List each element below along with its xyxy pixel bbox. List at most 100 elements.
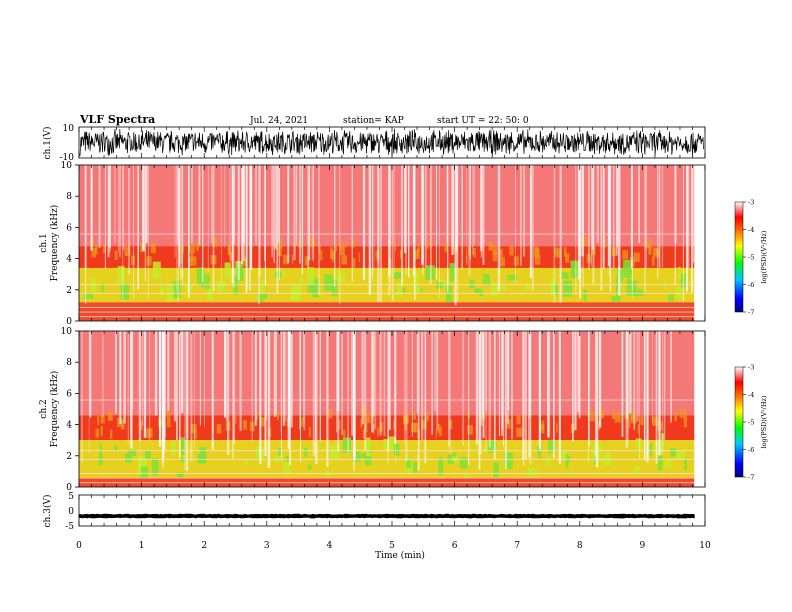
spectrogram-sferic-streak	[271, 165, 273, 258]
spectrogram-orange-blotch	[345, 238, 347, 248]
spectrogram-green-patch	[634, 465, 640, 473]
spectrogram-sferic-streak	[404, 331, 405, 443]
time-tick-label: 9	[640, 541, 646, 551]
spectrogram-green-patch	[413, 461, 418, 473]
spectrogram-sferic-streak	[273, 331, 277, 418]
spectrogram-sferic-streak	[114, 165, 116, 244]
spectrogram-sferic-streak	[603, 165, 605, 269]
spectrogram-sferic-streak	[264, 165, 266, 261]
spectrogram-sferic-streak	[630, 165, 633, 269]
spectrogram-orange-blotch	[124, 245, 126, 256]
ch1-colorbar-gradient	[734, 201, 744, 313]
spectrogram-sferic-streak	[81, 331, 83, 463]
spectrogram-orange-blotch	[94, 245, 98, 255]
spectrogram-green-patch	[151, 458, 159, 476]
ch2-colorbar-label: log(PSD)(V²/Hz)	[760, 395, 768, 448]
spectrogram-sferic-streak	[176, 165, 179, 244]
spectrogram-orange-blotch	[166, 417, 171, 428]
spectrogram-sferic-streak	[174, 331, 176, 422]
spectrogram-sferic-streak	[372, 331, 375, 417]
spectrogram-green-patch	[548, 439, 556, 453]
spectrogram-orange-blotch	[379, 422, 383, 432]
spectrogram-green-patch	[125, 453, 132, 463]
spectrogram-sferic-streak	[522, 331, 524, 460]
spectrogram-orange-blotch	[403, 414, 408, 425]
spectrogram-green-patch	[676, 286, 683, 299]
spectrogram-sferic-streak	[416, 331, 418, 413]
spectrogram-orange-blotch	[146, 256, 152, 266]
spectrogram-sferic-streak	[616, 165, 619, 247]
spectrogram-sferic-streak	[204, 331, 205, 427]
spectrogram-green-patch	[128, 449, 137, 456]
spectrogram-orange-blotch	[338, 420, 341, 430]
spectrogram-sferic-streak	[468, 165, 471, 276]
spectrogram-orange-blotch	[565, 253, 570, 263]
spectrogram-sferic-streak	[285, 331, 287, 422]
spectrogram-green-patch	[402, 287, 406, 294]
spectrogram-green-patch	[83, 293, 94, 299]
spectrogram-sferic-streak	[138, 331, 142, 441]
time-tick-label: 2	[201, 541, 207, 551]
spectrogram-sferic-streak	[123, 331, 126, 424]
spectrogram-green-patch	[627, 269, 631, 286]
spectrogram-orange-blotch	[467, 425, 473, 435]
spectrogram-sferic-streak	[633, 331, 636, 430]
spectrogram-sferic-streak	[127, 331, 129, 445]
spectrogram-orange-blotch	[648, 245, 652, 255]
spectrogram-green-patch	[236, 262, 244, 281]
spectrogram-sferic-streak	[232, 165, 235, 288]
spectrogram-orange-blotch	[213, 237, 218, 247]
spectrogram-empty-tail	[694, 331, 705, 487]
spectrogram-green-patch	[546, 456, 551, 467]
spectrogram-orange-blotch	[100, 426, 103, 436]
spectrogram-orange-blotch	[216, 424, 222, 434]
spectrogram-orange-blotch	[637, 424, 640, 434]
spectrogram-orange-blotch	[679, 408, 683, 418]
spectrogram-sferic-streak	[475, 331, 479, 445]
spectrogram-green-patch	[258, 293, 264, 303]
spectrogram-orange-blotch	[279, 238, 283, 249]
spectrogram-sferic-streak	[482, 331, 484, 418]
spectrogram-hline	[79, 458, 695, 460]
spectrogram-orange-blotch	[473, 248, 476, 258]
spectrogram-sferic-streak	[277, 165, 280, 244]
colorbar-tick-label: -4	[748, 226, 754, 234]
spectrogram-sferic-streak	[652, 331, 653, 423]
spectrogram-sferic-streak	[89, 331, 92, 418]
spectrogram-green-patch	[180, 437, 185, 456]
spectrogram-sferic-streak	[577, 165, 580, 280]
spectrogram-sferic-streak	[608, 165, 610, 267]
spectrogram-orange-blotch	[339, 245, 345, 255]
spectrogram-sferic-streak	[273, 165, 275, 250]
spectrogram-orange-blotch	[361, 406, 367, 416]
colorbar-tick-label: -5	[748, 254, 754, 262]
spectrogram-sferic-streak	[572, 331, 574, 441]
spectrogram-sferic-streak	[655, 331, 658, 464]
spectrogram-sferic-streak	[674, 165, 677, 244]
spectrogram-orange-blotch	[191, 256, 197, 266]
spectrogram-green-patch	[308, 464, 312, 470]
time-tick-label: 3	[264, 541, 270, 551]
spectrogram-orange-blotch	[437, 423, 441, 434]
spectrogram-sferic-streak	[178, 165, 180, 268]
spectrogram-orange-blotch	[110, 429, 113, 440]
spectrogram-green-patch	[393, 443, 400, 456]
spectrogram-sferic-streak	[581, 165, 584, 257]
spectrogram-green-patch	[504, 452, 513, 470]
spectrogram-sferic-streak	[523, 165, 526, 257]
time-tick-label: 5	[389, 541, 395, 551]
spectrogram-green-patch	[525, 285, 531, 291]
spectrogram-sferic-streak	[245, 165, 248, 293]
spectrogram-sferic-streak	[523, 331, 525, 466]
spectrogram-sferic-streak	[258, 165, 261, 277]
spectrogram-orange-blotch	[633, 252, 640, 262]
spectrogram-orange-blotch	[121, 420, 125, 430]
spectrogram-sferic-streak	[595, 331, 597, 461]
spectrogram-sferic-streak	[588, 165, 590, 270]
spectrogram-sferic-streak	[282, 331, 286, 426]
spectrogram-sferic-streak	[629, 331, 632, 414]
colorbar-tick-label: -7	[748, 474, 754, 482]
ch1-ytick-label: 10	[63, 124, 75, 134]
spectrogram-green-patch	[657, 455, 663, 471]
spectrogram-orange-blotch	[365, 413, 371, 424]
